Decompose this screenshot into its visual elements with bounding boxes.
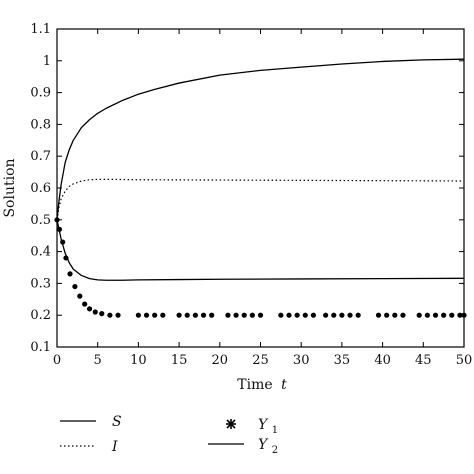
plot-frame <box>56 28 465 348</box>
y-tick-label: 0.9 <box>30 86 51 101</box>
x-tick-label: 45 <box>415 353 432 368</box>
x-tick-label: 40 <box>374 353 391 368</box>
data-point-y1 <box>384 312 390 318</box>
y-tick-label: 0.2 <box>30 308 51 323</box>
legend-label-i: I <box>111 439 118 455</box>
legend-label-s: S <box>112 414 122 430</box>
data-point-y1 <box>310 312 317 318</box>
series-line-s <box>56 58 465 220</box>
y-tick-label: 0.7 <box>30 149 51 164</box>
data-point-y1 <box>392 312 398 318</box>
data-point-y1 <box>143 312 150 318</box>
x-tick-label: 15 <box>171 353 188 368</box>
data-point-y1 <box>233 312 239 318</box>
y-tick-label: 0.3 <box>30 276 51 291</box>
y-tick-label: 0.6 <box>30 181 51 196</box>
data-point-y1 <box>152 312 158 318</box>
data-point-y1 <box>82 301 88 307</box>
data-point-y1 <box>160 312 166 318</box>
ticks-layer: 0 5 10 15 20 25 30 35 40 45 50 0.1 0.2 0.3 0.4 0.5 0.6 0.… <box>30 22 472 368</box>
data-point-y1 <box>432 312 439 318</box>
data-point-y1 <box>286 312 292 318</box>
legend-label-y1: Y 1 <box>258 417 278 436</box>
data-point-y1 <box>107 312 113 318</box>
data-point-y1 <box>72 283 78 290</box>
series-line-i <box>56 178 465 220</box>
data-point-y1 <box>77 293 83 299</box>
x-tick-label: 30 <box>293 353 310 368</box>
x-tick-label: 25 <box>252 353 269 368</box>
x-axis-label-text: Time <box>237 377 272 393</box>
data-point-y1 <box>200 312 207 318</box>
data-point-y1 <box>86 306 93 312</box>
data-point-y1 <box>416 312 422 318</box>
x-tick-label: 5 <box>94 353 102 368</box>
data-point-y1 <box>424 312 430 318</box>
legend-label-y2: Y 2 <box>258 437 278 456</box>
legend-label-y2-name: Y <box>258 437 269 453</box>
data-point-y1 <box>176 312 182 318</box>
data-point-y1 <box>355 312 361 318</box>
data-point-y1 <box>135 312 141 318</box>
data-point-y1 <box>225 312 231 318</box>
data-point-y1 <box>115 312 121 318</box>
data-point-y1 <box>99 311 105 317</box>
data-point-y1 <box>257 312 264 318</box>
data-point-y1 <box>184 312 190 318</box>
legend-label-y1-name: Y <box>258 417 269 433</box>
legend-label-y2-sub: 2 <box>272 445 278 456</box>
x-tick-label: 0 <box>53 353 61 368</box>
data-point-y1 <box>457 312 463 318</box>
y-tick-label: 0.4 <box>30 245 51 260</box>
data-point-y1 <box>249 312 255 318</box>
y-tick-label: 1.1 <box>30 22 51 37</box>
y-tick-label: 1 <box>43 54 51 69</box>
y-tick-label: 0.8 <box>30 117 51 132</box>
data-point-y1 <box>441 312 447 318</box>
y-tick-label: 0.1 <box>30 340 51 355</box>
x-tick-label: 10 <box>130 353 147 368</box>
data-point-y1 <box>302 312 308 318</box>
data-point-y1 <box>323 312 329 318</box>
legend-swatch-y1 <box>226 419 236 429</box>
data-point-y1 <box>339 312 345 318</box>
data-point-y1 <box>449 312 455 318</box>
series-layer <box>54 58 467 318</box>
series-line-y2 <box>56 219 465 281</box>
data-point-y1 <box>375 312 382 318</box>
data-point-y1 <box>209 312 215 318</box>
data-point-y1 <box>92 309 98 315</box>
x-axis-label-var: t <box>281 377 287 393</box>
y-axis-label: Solution <box>2 158 18 217</box>
x-tick-label: 35 <box>334 353 351 368</box>
data-point-y1 <box>278 312 284 318</box>
data-point-y1 <box>241 312 247 318</box>
x-tick-label: 20 <box>212 353 229 368</box>
x-axis-label: Time t <box>237 377 287 393</box>
legend-label-y1-sub: 1 <box>272 425 278 436</box>
data-point-y1 <box>331 312 337 318</box>
data-point-y1 <box>347 312 353 318</box>
data-point-y1 <box>192 312 198 318</box>
x-tick-label: 50 <box>456 353 473 368</box>
data-point-y1 <box>294 312 300 318</box>
legend: S I Y 1 Y 2 <box>60 414 278 456</box>
y-tick-label: 0.5 <box>30 213 51 228</box>
data-point-y1 <box>67 271 73 277</box>
data-point-y1 <box>400 312 406 318</box>
